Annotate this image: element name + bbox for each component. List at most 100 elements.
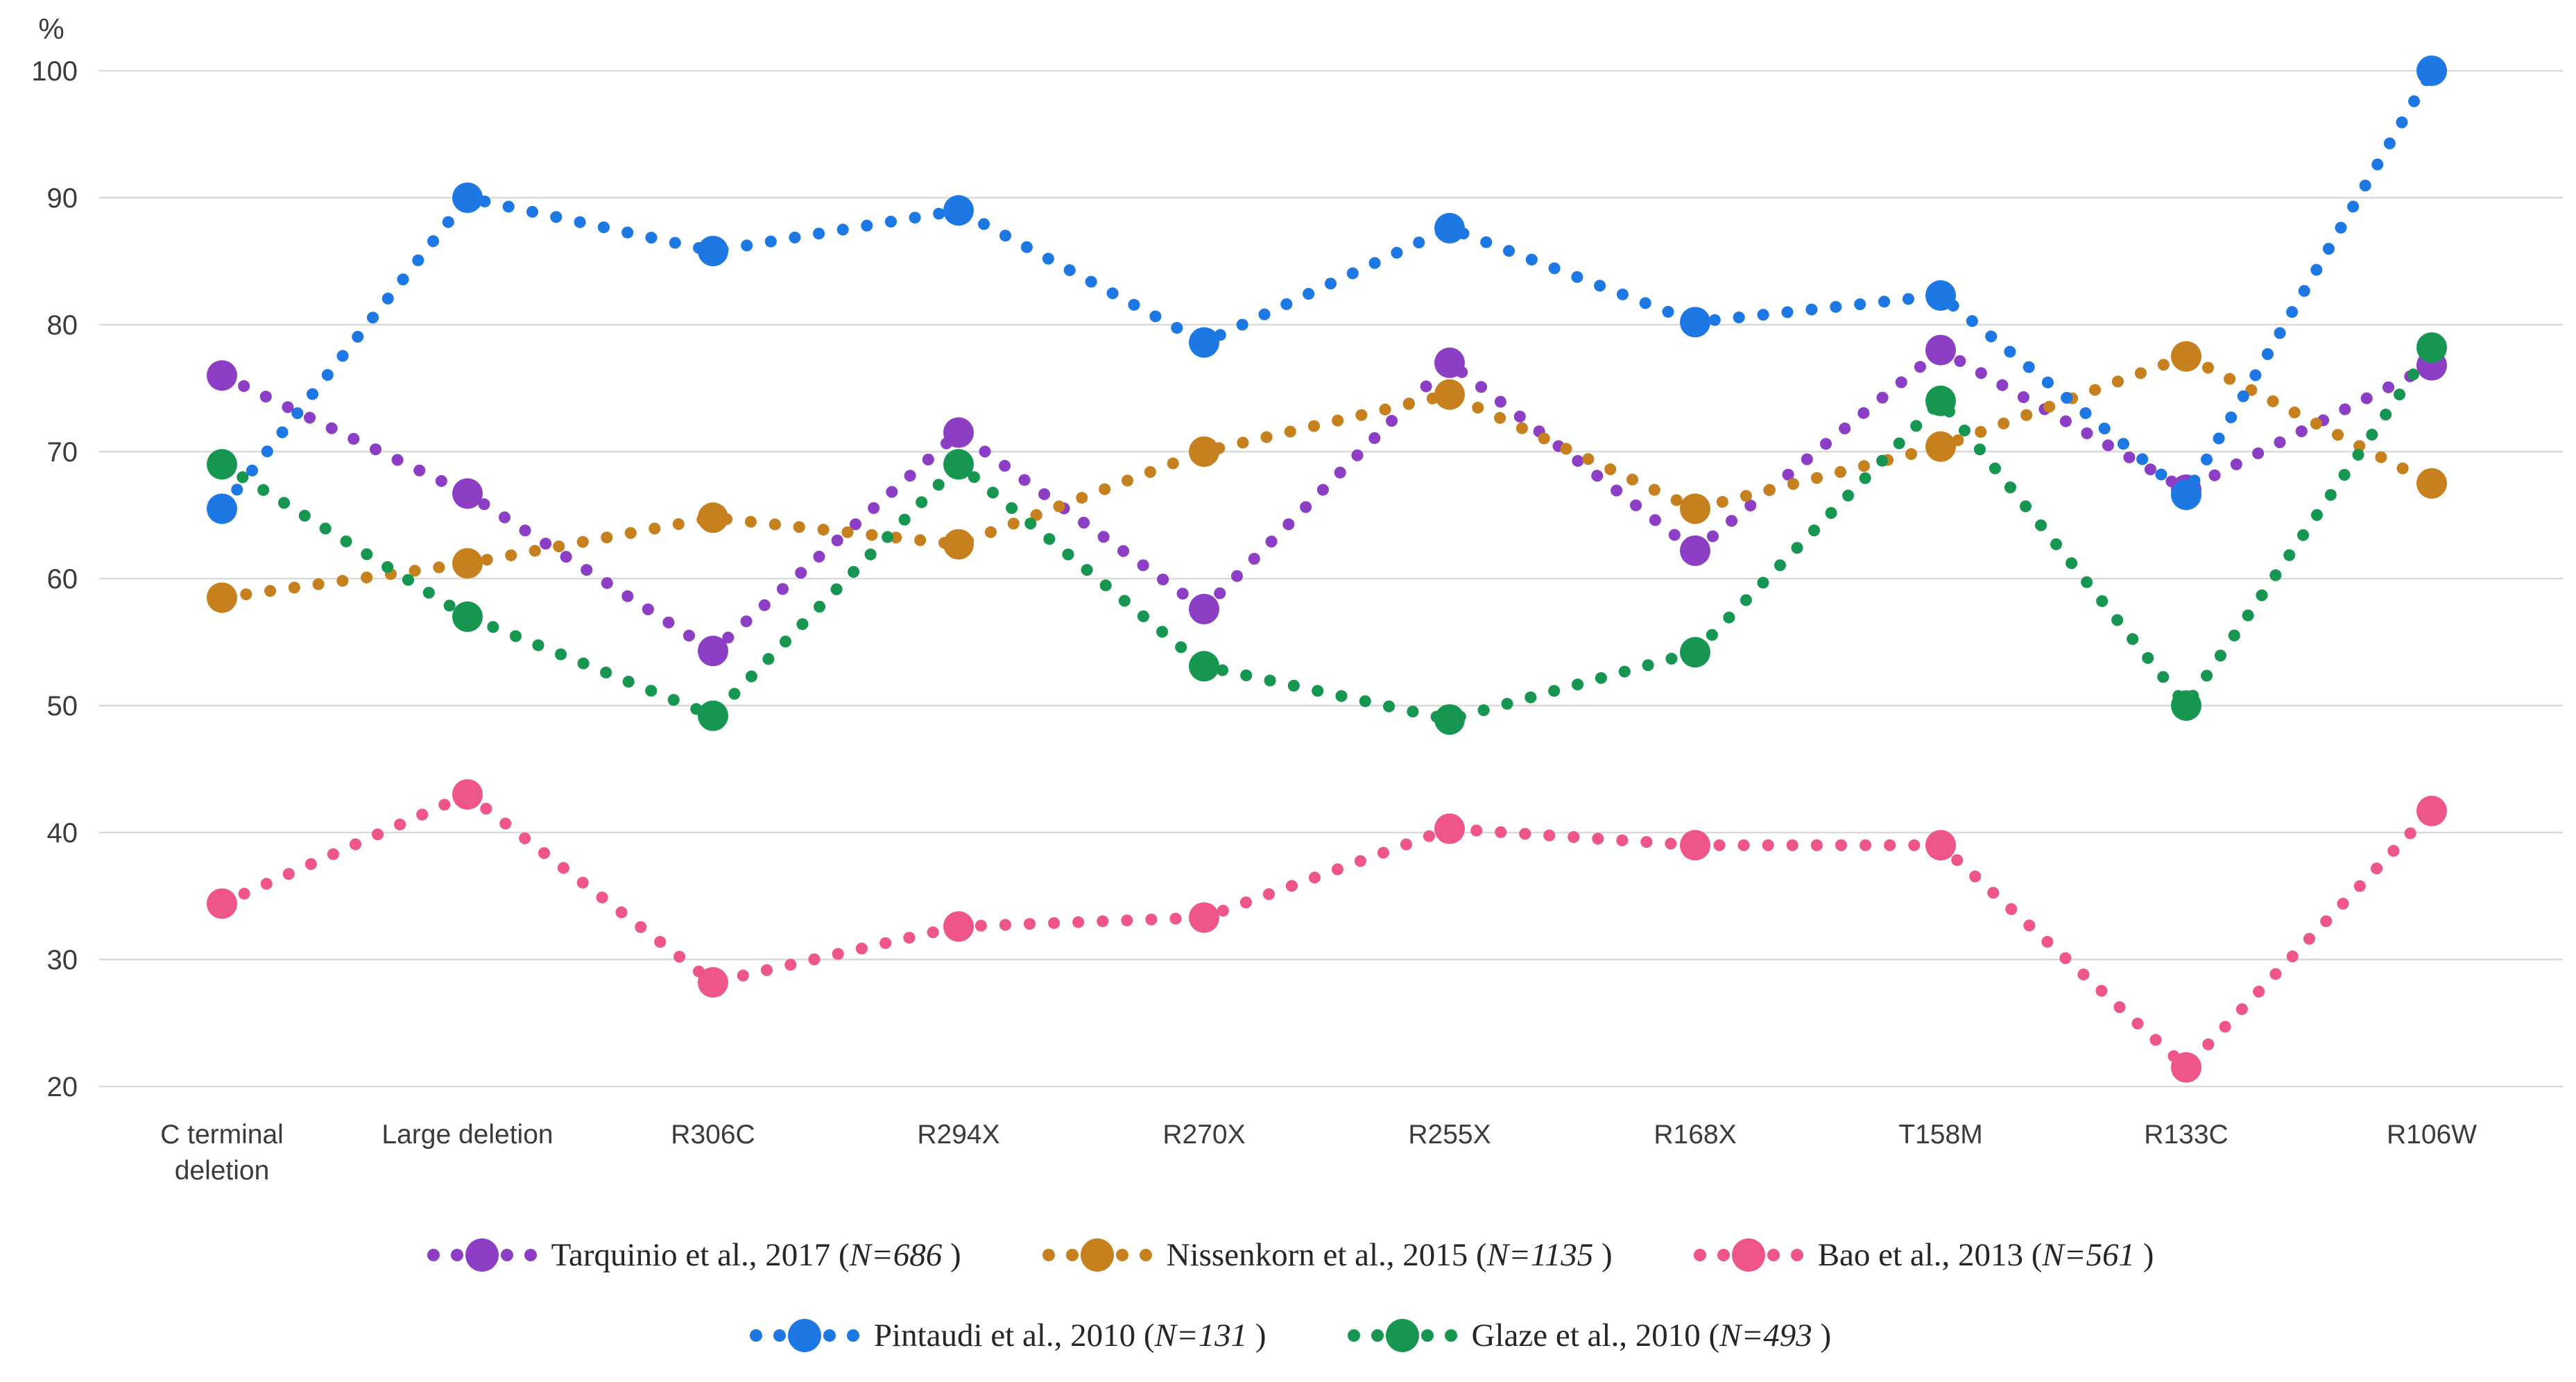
data-point-marker-tarquinio-et-al-2017: [1680, 535, 1710, 566]
data-point-marker-nissenkorn-et-al-2015: [1434, 379, 1465, 410]
legend-series-symbol: [1347, 1319, 1457, 1352]
data-point-marker-glaze-et-al-2010: [2416, 332, 2447, 363]
data-point-marker-tarquinio-et-al-2017: [207, 360, 237, 391]
legend-small-dot: [1693, 1249, 1706, 1261]
x-axis-category-label: R255X: [1408, 1120, 1491, 1150]
legend-item-label: Glaze et al., 2010 (N=493 ): [1471, 1317, 1832, 1354]
data-point-marker-bao-et-al-2013: [1434, 813, 1465, 844]
data-point-marker-nissenkorn-et-al-2015: [698, 502, 728, 534]
x-axis-category-label: R168X: [1654, 1120, 1736, 1150]
data-point-marker-pintaudi-et-al-2010: [698, 235, 728, 266]
legend-small-dot: [500, 1249, 513, 1261]
data-point-marker-pintaudi-et-al-2010: [1189, 327, 1219, 358]
legend-small-dot: [1371, 1329, 1384, 1342]
legend-sample-size: N=131: [1154, 1317, 1248, 1354]
data-point-marker-glaze-et-al-2010: [2171, 690, 2201, 721]
data-point-marker-nissenkorn-et-al-2015: [1189, 436, 1219, 467]
x-axis-category-label: Large deletion: [381, 1120, 553, 1150]
y-axis-tick-label: 20: [47, 1072, 78, 1102]
series-line-pintaudi-et-al-2010: [216, 65, 2438, 515]
legend-sample-size: N=493: [1719, 1317, 1812, 1354]
y-axis-tick-label: 40: [47, 818, 78, 848]
legend-series-symbol: [749, 1319, 859, 1352]
legend-series-symbol: [1693, 1238, 1803, 1272]
legend-item-nissenkorn-et-al-2015: Nissenkorn et al., 2015 (N=1135 ): [1038, 1236, 1613, 1274]
legend-small-dot: [1717, 1249, 1730, 1261]
legend-item-bao-et-al-2013: Bao et al., 2013 (N=561 ): [1689, 1236, 2154, 1274]
series-line-glaze-et-al-2010: [216, 341, 2438, 726]
data-point-marker-pintaudi-et-al-2010: [1434, 212, 1465, 244]
data-point-marker-nissenkorn-et-al-2015: [2416, 468, 2447, 499]
data-point-marker-bao-et-al-2013: [452, 779, 483, 810]
data-point-marker-tarquinio-et-al-2017: [698, 635, 728, 667]
data-point-marker-glaze-et-al-2010: [1434, 704, 1465, 735]
y-axis-tick-label: 30: [47, 945, 78, 975]
legend-large-dot: [787, 1319, 821, 1352]
line-chart-canvas: 100 90 80 70 60 50 40 30 20% C terminal deletion La…: [31, 12, 2563, 1186]
y-axis-tick-label: 90: [47, 183, 78, 214]
data-point-marker-pintaudi-et-al-2010: [1680, 307, 1710, 338]
data-point-marker-nissenkorn-et-al-2015: [1925, 431, 1956, 462]
data-point-marker-pintaudi-et-al-2010: [452, 182, 483, 213]
x-axis-category-label: R133C: [2144, 1120, 2228, 1150]
data-point-marker-pintaudi-et-al-2010: [207, 493, 237, 524]
legend-large-dot: [1080, 1238, 1114, 1272]
legend-large-dot: [465, 1238, 499, 1272]
legend-small-dot: [823, 1329, 836, 1342]
legend-item-glaze-et-al-2010: Glaze et al., 2010 (N=493 ): [1343, 1317, 1832, 1354]
legend-small-dot: [1139, 1249, 1152, 1261]
data-point-marker-nissenkorn-et-al-2015: [452, 548, 483, 579]
legend-item-label: Tarquinio et al., 2017 (N=686 ): [551, 1237, 961, 1273]
data-point-marker-nissenkorn-et-al-2015: [2171, 341, 2201, 372]
legend-small-dot: [1042, 1249, 1055, 1261]
legend-large-dot: [1731, 1238, 1765, 1272]
data-point-marker-glaze-et-al-2010: [698, 700, 728, 731]
legend-small-dot: [773, 1329, 786, 1342]
data-point-marker-bao-et-al-2013: [1189, 902, 1219, 933]
legend-row-1: Tarquinio et al., 2017 (N=686 ) Nissenkor…: [0, 1236, 2576, 1274]
data-point-marker-nissenkorn-et-al-2015: [943, 529, 974, 560]
data-point-marker-glaze-et-al-2010: [943, 449, 974, 480]
x-axis-category-label: R294X: [917, 1120, 999, 1150]
data-point-marker-bao-et-al-2013: [207, 888, 237, 919]
data-point-marker-bao-et-al-2013: [698, 966, 728, 998]
data-point-marker-tarquinio-et-al-2017: [1189, 593, 1219, 624]
legend-small-dot: [846, 1329, 859, 1342]
data-point-marker-bao-et-al-2013: [2416, 795, 2447, 826]
x-axis-category-label: T158M: [1898, 1120, 1982, 1150]
legend-sample-size: N=686: [849, 1237, 943, 1273]
data-point-marker-nissenkorn-et-al-2015: [207, 582, 237, 613]
legend-sample-size: N=561: [2042, 1237, 2135, 1273]
y-axis-tick-label: 100: [31, 56, 78, 87]
legend-item-label: Nissenkorn et al., 2015 (N=1135 ): [1166, 1237, 1613, 1273]
legend-small-dot: [524, 1249, 537, 1261]
legend-item-label: Bao et al., 2013 (N=561 ): [1817, 1237, 2154, 1273]
data-point-marker-pintaudi-et-al-2010: [1925, 280, 1956, 311]
legend-series-symbol: [1042, 1238, 1152, 1272]
data-point-marker-pintaudi-et-al-2010: [2416, 56, 2447, 86]
data-point-marker-glaze-et-al-2010: [207, 449, 237, 480]
legend-small-dot: [427, 1249, 440, 1261]
x-axis-category-label: R270X: [1162, 1120, 1245, 1150]
legend-series-symbol: [427, 1238, 537, 1272]
legend-small-dot: [1420, 1329, 1434, 1342]
legend-item-tarquinio-et-al-2017: Tarquinio et al., 2017 (N=686 ): [422, 1236, 961, 1274]
legend-small-dot: [1790, 1249, 1803, 1261]
y-axis-tick-label: 60: [47, 564, 78, 595]
legend-item-pintaudi-et-al-2010: Pintaudi et al., 2010 (N=131 ): [745, 1317, 1266, 1354]
y-axis-tick-label: 80: [47, 310, 78, 341]
legend-small-dot: [749, 1329, 762, 1342]
legend-row-2: Pintaudi et al., 2010 (N=131 ) Glaze et a…: [0, 1317, 2576, 1354]
legend-large-dot: [1385, 1319, 1419, 1352]
data-point-marker-tarquinio-et-al-2017: [943, 417, 974, 448]
data-point-marker-nissenkorn-et-al-2015: [1680, 493, 1710, 524]
data-point-marker-glaze-et-al-2010: [1680, 637, 1710, 668]
series-line-tarquinio-et-al-2017: [216, 343, 2438, 658]
legend-item-label: Pintaudi et al., 2010 (N=131 ): [873, 1317, 1266, 1354]
legend-small-dot: [1444, 1329, 1457, 1342]
data-point-marker-bao-et-al-2013: [943, 911, 974, 942]
x-axis-category-label: C terminal deletion: [160, 1120, 284, 1186]
data-point-marker-bao-et-al-2013: [1925, 830, 1956, 861]
data-point-marker-glaze-et-al-2010: [1189, 651, 1219, 682]
